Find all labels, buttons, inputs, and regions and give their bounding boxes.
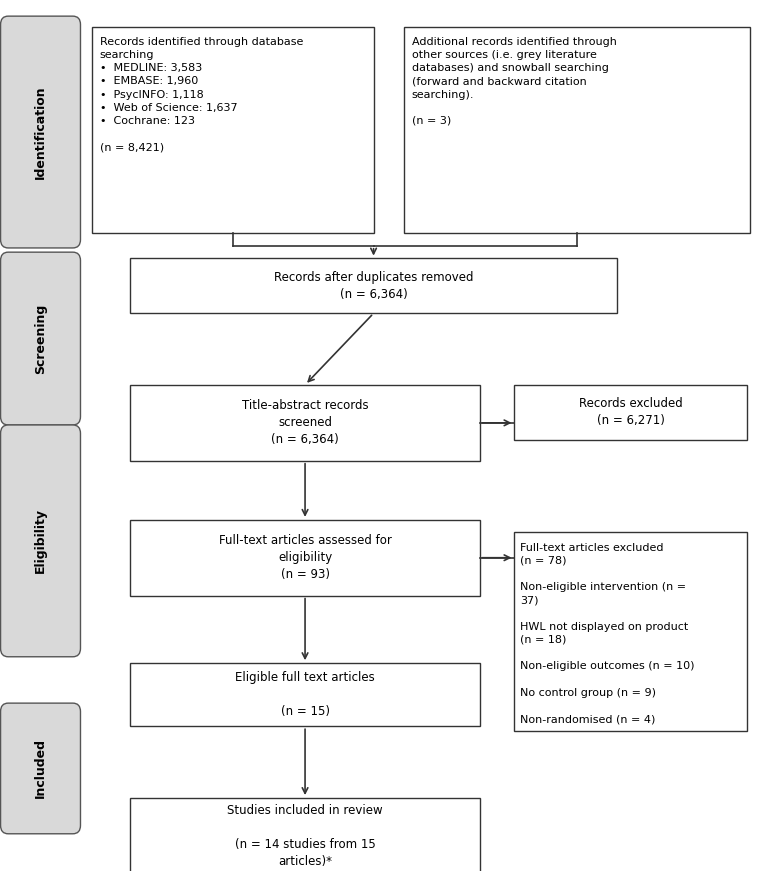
Text: Additional records identified through
other sources (i.e. grey literature
databa: Additional records identified through ot… [412,37,617,126]
Text: Records excluded
(n = 6,271): Records excluded (n = 6,271) [578,397,683,428]
FancyBboxPatch shape [130,798,480,871]
Text: Screening: Screening [34,303,47,374]
FancyBboxPatch shape [1,253,81,425]
FancyBboxPatch shape [1,703,81,834]
FancyBboxPatch shape [404,27,750,233]
FancyBboxPatch shape [515,532,746,731]
Text: Eligible full text articles

(n = 15): Eligible full text articles (n = 15) [235,672,375,719]
Text: Included: Included [34,739,47,799]
FancyBboxPatch shape [130,385,480,461]
Text: Eligibility: Eligibility [34,509,47,573]
Text: Title-abstract records
screened
(n = 6,364): Title-abstract records screened (n = 6,3… [242,399,368,446]
FancyBboxPatch shape [92,27,374,233]
Text: Records after duplicates removed
(n = 6,364): Records after duplicates removed (n = 6,… [274,271,473,300]
FancyBboxPatch shape [130,259,617,314]
FancyBboxPatch shape [515,385,746,440]
Text: Full-text articles excluded
(n = 78)

Non-eligible intervention (n =
37)

HWL no: Full-text articles excluded (n = 78) Non… [521,543,695,724]
FancyBboxPatch shape [1,425,81,657]
FancyBboxPatch shape [130,520,480,596]
Text: Studies included in review

(n = 14 studies from 15
articles)*: Studies included in review (n = 14 studi… [227,804,383,868]
Text: Identification: Identification [34,85,47,179]
Text: Full-text articles assessed for
eligibility
(n = 93): Full-text articles assessed for eligibil… [219,534,391,581]
FancyBboxPatch shape [1,17,81,248]
FancyBboxPatch shape [130,663,480,726]
Text: Records identified through database
searching
•  MEDLINE: 3,583
•  EMBASE: 1,960: Records identified through database sear… [100,37,303,152]
